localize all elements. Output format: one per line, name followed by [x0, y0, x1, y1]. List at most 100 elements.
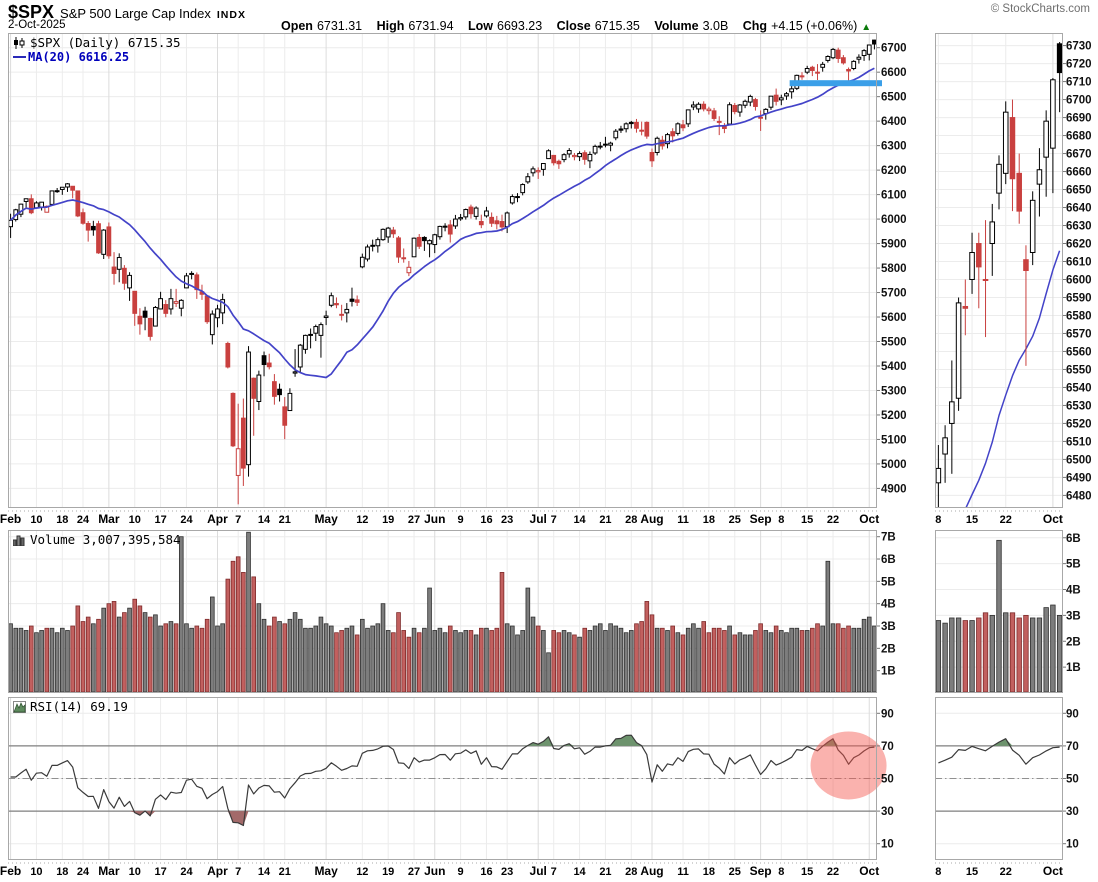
candle: [815, 64, 820, 81]
candle: [835, 47, 841, 63]
y-tick-label: 6B: [1066, 533, 1081, 545]
volume-bar: [23, 630, 29, 693]
x-tick-label: 18: [703, 866, 715, 878]
candle: [1009, 99, 1016, 212]
x-tick-label: 10: [129, 514, 141, 526]
volume-bar: [654, 627, 660, 693]
mini-volume-panel: 6B 5B 4B 3B 2B 1B: [935, 530, 1081, 693]
x-tick-label: Oct: [859, 512, 879, 526]
candle: [784, 92, 789, 100]
y-tick-label: 30: [881, 806, 894, 818]
volume-bar: [411, 627, 417, 693]
x-tick-label: 24: [180, 866, 193, 878]
volume-bar: [582, 627, 588, 693]
y-tick-label: 5500: [881, 337, 907, 349]
x-tick-label: Sep: [750, 512, 772, 526]
support-line-annotation[interactable]: [789, 80, 882, 87]
x-tick-label: 21: [599, 866, 611, 878]
x-tick-label: 8: [935, 866, 941, 878]
candle: [628, 120, 634, 129]
volume-bar: [65, 630, 70, 693]
candle: [639, 121, 645, 136]
volume-bar: [385, 630, 391, 693]
candle: [375, 237, 381, 253]
candle: [962, 279, 969, 336]
candle: [401, 248, 407, 263]
volume-bar: [344, 627, 350, 693]
volume-bar: [199, 627, 205, 693]
candle: [499, 214, 505, 232]
volume-bar: [706, 632, 712, 693]
volume-bar: [308, 627, 313, 693]
candle: [137, 308, 143, 335]
volume-bar: [277, 621, 282, 693]
candle: [572, 152, 577, 161]
candle: [303, 334, 308, 354]
volume-bar: [116, 616, 122, 693]
y-tick-label: 4B: [881, 599, 896, 611]
x-tick-label: 17: [154, 514, 166, 526]
volume-bar: [297, 618, 303, 693]
candle: [727, 102, 732, 126]
candle: [540, 163, 546, 176]
y-tick-label: 6610: [1066, 257, 1092, 269]
volume-bar: [168, 621, 174, 693]
highlight-ellipse-annotation[interactable]: [810, 731, 887, 800]
volume-bar: [789, 627, 794, 693]
candle: [266, 353, 272, 370]
y-tick-label: 3B: [1066, 610, 1081, 622]
y-tick-label: 6200: [881, 165, 907, 177]
y-tick-label: 6590: [1066, 292, 1092, 304]
volume-bar: [442, 632, 448, 693]
candle: [861, 49, 867, 61]
candle: [696, 102, 701, 113]
x-tick-label: Oct: [1043, 512, 1063, 526]
close-value: 6715.35: [594, 19, 640, 33]
y-tick-label: 6710: [1066, 77, 1092, 89]
x-tick-label: 14: [573, 514, 586, 526]
x-tick-label: Mar: [98, 864, 120, 878]
volume-bar: [396, 612, 401, 693]
candle: [1002, 101, 1009, 185]
candle: [54, 187, 60, 193]
x-tick-label: 11: [677, 866, 689, 878]
volume-bar: [779, 630, 784, 693]
candle: [411, 237, 417, 258]
candle: [737, 104, 743, 117]
candle: [287, 388, 293, 412]
x-tick-label: 12: [356, 514, 368, 526]
x-tick-label: 7: [235, 866, 241, 878]
ma-line-swatch: [13, 56, 26, 58]
volume-bar: [572, 634, 577, 693]
volume-bar: [660, 627, 665, 693]
candle: [163, 300, 169, 318]
x-tick-label: Jun: [424, 864, 445, 878]
volume-bar: [670, 625, 675, 693]
ma-legend: MA(20) 6616.25: [13, 50, 129, 64]
volume-bar: [856, 627, 862, 693]
candle: [437, 225, 443, 240]
volume-bar: [587, 630, 593, 693]
candle: [297, 343, 303, 373]
candle: [758, 110, 764, 131]
candle: [380, 228, 386, 241]
volume-bar: [603, 630, 608, 693]
volume-legend-label: Volume: [30, 532, 76, 547]
candle: [85, 221, 91, 242]
candle: [313, 324, 319, 342]
x-tick-label: 10: [30, 514, 42, 526]
volume-bar: [592, 625, 598, 693]
candle: [577, 151, 582, 162]
x-tick-label: 16: [480, 514, 492, 526]
volume-bar: [1036, 617, 1043, 693]
volume-bar: [375, 623, 381, 693]
mini-rsi-panel: 90 70 50 30 10: [935, 697, 1079, 860]
candle: [49, 190, 55, 206]
candle: [101, 229, 107, 259]
y-tick-label: 6480: [1066, 490, 1092, 502]
candle: [344, 303, 350, 323]
candle: [732, 103, 738, 115]
y-tick-label: 6730: [1066, 41, 1092, 53]
volume-bar: [851, 627, 857, 693]
x-tick-label: 21: [279, 514, 291, 526]
